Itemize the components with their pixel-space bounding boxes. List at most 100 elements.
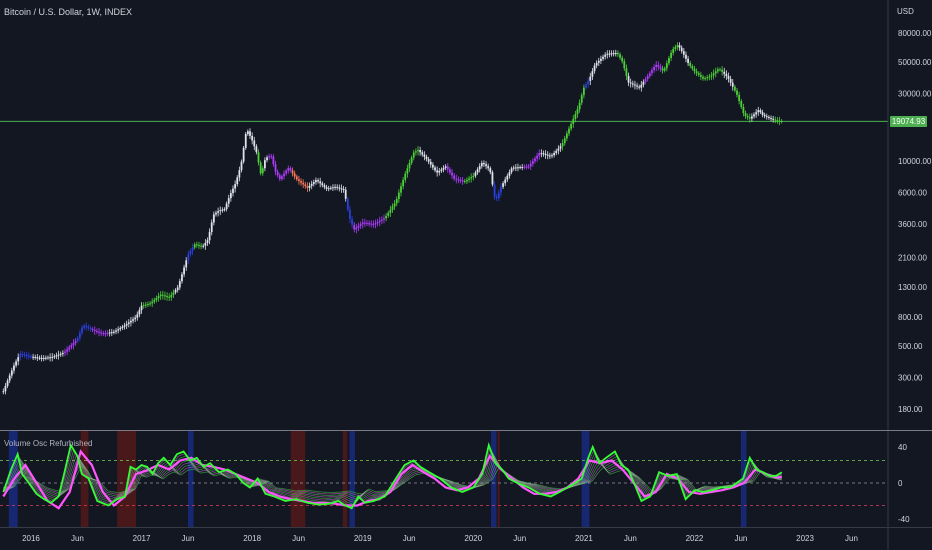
- candle-body: [623, 61, 626, 69]
- chart-title: Bitcoin / U.S. Dollar, 1W, INDEX: [4, 7, 133, 17]
- candle-body: [548, 155, 551, 157]
- candle-body: [255, 146, 258, 153]
- candle-body: [723, 71, 726, 74]
- candle-body: [617, 52, 619, 55]
- candle-body: [474, 172, 477, 176]
- candle-body: [61, 352, 64, 354]
- candle-body: [359, 224, 362, 226]
- candle-body: [144, 304, 147, 306]
- osc-tick-label: 0: [898, 479, 903, 488]
- candle-body: [738, 94, 741, 101]
- candle-body: [640, 84, 643, 88]
- candle-body: [268, 156, 271, 158]
- candle-body: [602, 56, 604, 59]
- candle-body: [772, 118, 775, 120]
- candle-body: [529, 163, 532, 167]
- candle-body: [444, 166, 447, 168]
- candle-body: [202, 245, 205, 247]
- candle-body: [317, 180, 319, 182]
- candle-body: [712, 73, 715, 76]
- candle-body: [159, 294, 162, 297]
- price-tick-label: 2100.00: [898, 253, 927, 262]
- candle-body: [321, 183, 324, 186]
- time-tick-label: 2017: [133, 534, 151, 543]
- candle-body: [699, 74, 702, 77]
- candle-body: [453, 175, 456, 179]
- candle-body: [606, 53, 609, 55]
- candle-body: [489, 168, 492, 173]
- candle-body: [249, 131, 251, 136]
- candle-body: [291, 170, 294, 174]
- candle-body: [261, 168, 264, 174]
- candle-body: [332, 187, 334, 189]
- candle-body: [651, 70, 653, 74]
- candle-body: [76, 338, 79, 341]
- candle-body: [178, 281, 181, 288]
- candle-body: [595, 62, 598, 66]
- candle-body: [753, 114, 755, 117]
- candle-body: [238, 170, 241, 178]
- candle-body: [204, 242, 207, 246]
- candle-body: [497, 192, 500, 199]
- candle-body: [215, 212, 217, 215]
- candle-body: [123, 325, 126, 327]
- candle-body: [697, 73, 700, 75]
- candle-body: [81, 327, 83, 333]
- time-tick-label: Jun: [403, 534, 416, 543]
- regime-band: [187, 431, 194, 527]
- candle-body: [389, 209, 392, 213]
- candle-body: [263, 160, 266, 169]
- candle-body: [542, 153, 545, 155]
- candle-body: [521, 166, 524, 168]
- candle-body: [429, 161, 432, 165]
- regime-band: [349, 431, 355, 527]
- candle-body: [442, 167, 445, 170]
- candle-body: [434, 167, 436, 171]
- time-tick-label: 2023: [796, 534, 814, 543]
- candle-body: [472, 175, 475, 178]
- candle-body: [370, 223, 373, 225]
- candle-body: [210, 222, 213, 233]
- candle-body: [736, 90, 738, 95]
- candle-body: [355, 227, 358, 230]
- candle-body: [449, 169, 451, 173]
- candle-body: [514, 167, 517, 169]
- candle-body: [725, 73, 728, 77]
- candle-body: [308, 185, 311, 188]
- candle-body: [421, 152, 424, 155]
- candle-body: [493, 184, 496, 197]
- candle-body: [740, 100, 743, 108]
- candle-body: [491, 172, 494, 185]
- regime-band: [290, 431, 306, 527]
- candle-body: [132, 319, 134, 321]
- candle-body: [742, 107, 745, 114]
- candle-body: [506, 175, 509, 180]
- candle-body: [70, 345, 73, 348]
- candle-body: [121, 326, 124, 328]
- candle-body: [761, 112, 764, 115]
- time-tick-label: 2021: [575, 534, 593, 543]
- candle-body: [459, 179, 462, 181]
- candle-body: [229, 193, 232, 199]
- candle-body: [23, 354, 26, 356]
- candle-body: [580, 95, 583, 103]
- candle-body: [446, 166, 449, 170]
- candle-body: [468, 178, 470, 180]
- candle-body: [757, 110, 760, 113]
- candle-body: [755, 112, 758, 115]
- time-tick-label: Jun: [734, 534, 747, 543]
- candle-body: [627, 76, 630, 83]
- candle-body: [349, 209, 351, 220]
- candle-body: [319, 181, 322, 184]
- candle-body: [125, 323, 128, 326]
- time-tick-label: 2019: [354, 534, 372, 543]
- candle-body: [166, 296, 168, 298]
- candle-body: [342, 188, 345, 190]
- candle-body: [285, 170, 288, 174]
- osc-tick-label: 40: [898, 443, 907, 452]
- candle-body: [721, 69, 724, 72]
- regime-band: [497, 431, 500, 527]
- candle-body: [110, 332, 113, 334]
- price-axis-unit: USD: [897, 7, 914, 16]
- price-tick-label: 50000.00: [898, 58, 932, 67]
